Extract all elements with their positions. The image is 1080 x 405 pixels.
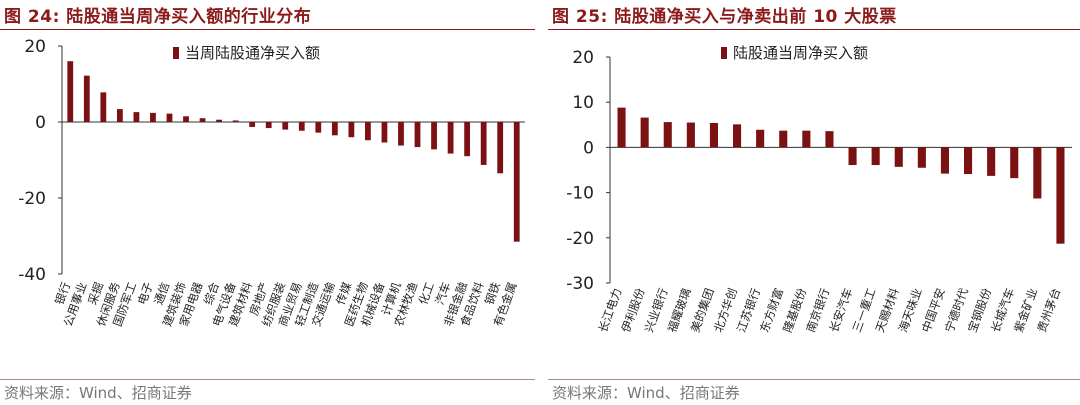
chart-panel-industry: 图 24: 陆股通当周净买入额的行业分布 20 0 -20 -40 银行 公用事业 采掘 休闲… <box>0 0 535 405</box>
bar <box>282 122 289 130</box>
bar <box>249 122 256 127</box>
y-tick-label: 0 <box>583 138 594 158</box>
y-tick-label: 0 <box>35 113 46 133</box>
bar <box>216 119 222 122</box>
bar <box>987 147 996 176</box>
y-tick-label: -10 <box>566 184 594 204</box>
title-divider <box>0 29 535 30</box>
chart-title: 图 25: 陆股通净买入与净卖出前 10 大股票 <box>552 2 897 27</box>
bar <box>686 122 695 148</box>
bar <box>640 117 649 148</box>
source-note: 资料来源：Wind、招商证券 <box>552 384 740 402</box>
source-divider <box>0 379 535 380</box>
bar <box>940 147 949 174</box>
legend: 当周陆股通净买入额 <box>173 44 320 62</box>
bar <box>133 112 140 122</box>
source-divider <box>548 379 1080 380</box>
source-note: 资料来源：Wind、招商证券 <box>4 384 192 402</box>
bar <box>100 92 107 122</box>
figure-label: 图 25: <box>552 7 608 27</box>
bar <box>617 107 626 148</box>
bar <box>964 147 973 175</box>
bar <box>365 122 371 141</box>
y-tick-label: 20 <box>572 48 594 68</box>
bar <box>756 129 765 148</box>
y-tick-label: 10 <box>572 93 594 113</box>
figure-label: 图 24: <box>4 7 60 27</box>
title-text: 陆股通净买入与净卖出前 10 大股票 <box>614 7 897 27</box>
y-tick-label: -20 <box>18 189 46 209</box>
title-text: 陆股通当周净买入额的行业分布 <box>66 7 312 27</box>
bar <box>1033 147 1042 199</box>
bar <box>497 122 504 174</box>
bar <box>265 122 272 129</box>
chart-title: 图 24: 陆股通当周净买入额的行业分布 <box>4 2 311 27</box>
bar <box>150 112 156 122</box>
bar <box>232 120 239 122</box>
y-tick-label: -40 <box>18 265 46 285</box>
legend-label: 陆股通当周净买入额 <box>733 44 868 62</box>
bar <box>480 122 487 165</box>
bar <box>315 122 322 133</box>
bar <box>348 122 355 138</box>
bar <box>733 124 742 148</box>
bar <box>825 131 834 148</box>
bar <box>513 122 520 242</box>
y-tick-label: 20 <box>24 37 46 57</box>
bar-chart-stocks: 20100-10-20-30长江电力伊利股份兴业银行福耀玻璃美的集团北方华创江苏… <box>566 44 1072 334</box>
bar <box>83 75 90 122</box>
y-tick-label: -20 <box>566 229 594 249</box>
bar <box>199 118 206 122</box>
bar <box>1056 147 1065 244</box>
bar <box>398 122 404 146</box>
bar <box>414 122 421 148</box>
bar <box>917 147 926 168</box>
bar <box>1010 147 1019 179</box>
chart-panel-stocks: 图 25: 陆股通净买入与净卖出前 10 大股票 20 10 0 -10 -20 -30 长… <box>548 0 1080 405</box>
bar <box>779 130 788 148</box>
bar <box>663 122 672 148</box>
legend-swatch <box>173 47 179 59</box>
bar <box>848 147 857 166</box>
bar <box>802 130 811 148</box>
bar <box>166 113 173 122</box>
title-divider <box>548 29 1080 30</box>
bar <box>464 122 471 157</box>
y-tick-label: -30 <box>566 274 594 294</box>
legend-label: 当周陆股通净买入额 <box>185 44 320 62</box>
bar <box>894 147 903 167</box>
bar <box>381 122 388 143</box>
bar <box>116 109 123 122</box>
bar <box>447 122 454 154</box>
bar <box>709 122 718 148</box>
bar-chart-industry: 200-20-40银行公用事业采掘休闲服务国防军工电子通信建筑装饰家用电器综合电… <box>18 37 525 328</box>
bar <box>183 116 189 122</box>
bar <box>431 122 437 150</box>
bar <box>67 61 74 122</box>
bar <box>298 122 305 131</box>
bar <box>331 122 338 136</box>
bar <box>871 147 880 166</box>
legend: 陆股通当周净买入额 <box>721 44 868 62</box>
legend-swatch <box>721 47 727 59</box>
